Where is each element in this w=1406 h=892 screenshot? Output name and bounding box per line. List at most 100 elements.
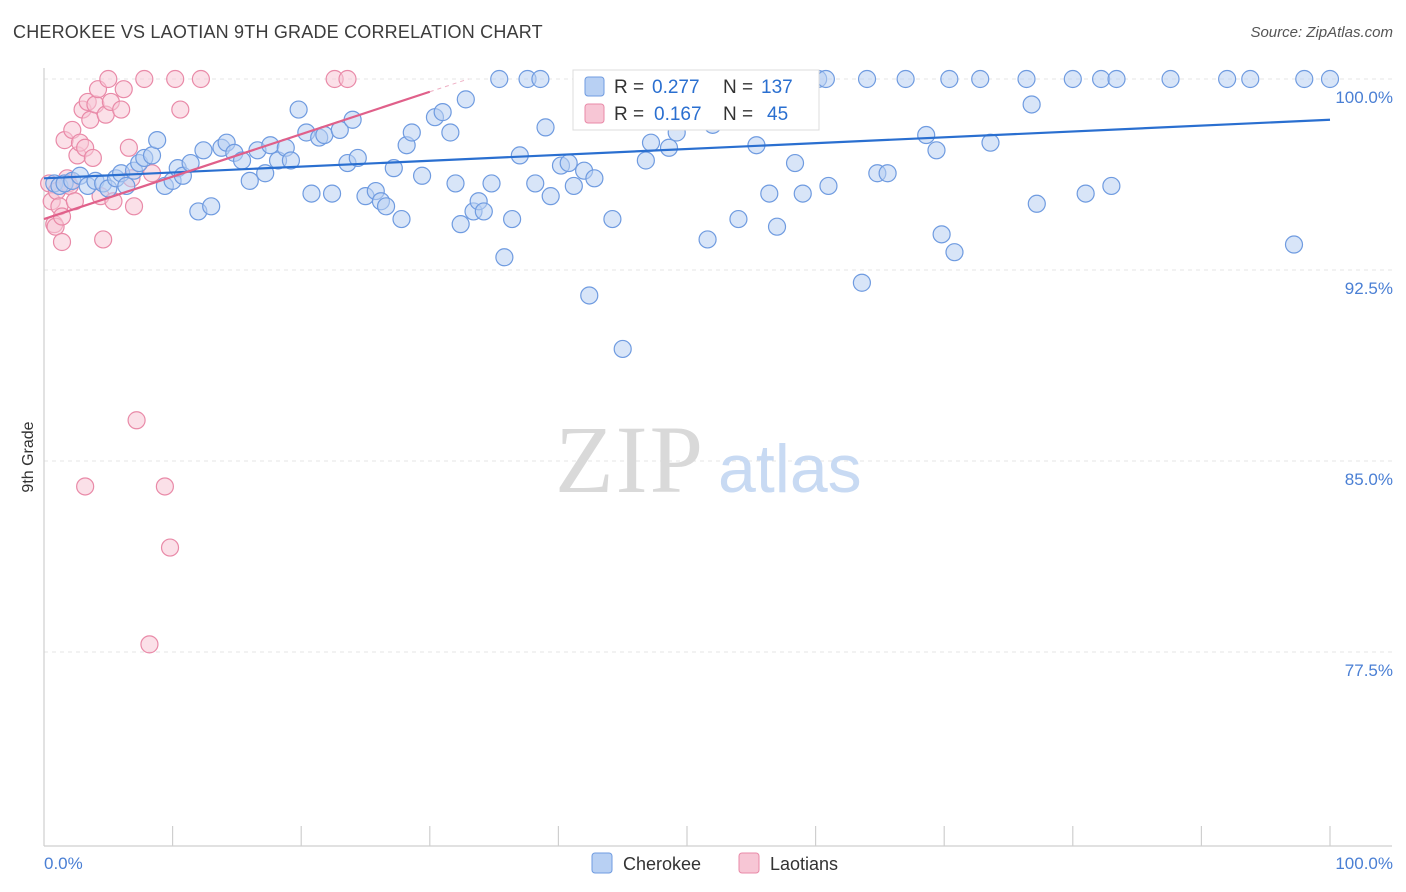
bottom-legend: Cherokee Laotians [591, 852, 838, 874]
laotian-point [114, 80, 133, 99]
laotian-trend-extension [429, 78, 469, 93]
legend-box: R = 0.277 N = 137 R = 0.167 N = 45 [572, 69, 820, 131]
cherokee-point [932, 225, 951, 244]
legend-n-value-laotian: 45 [767, 104, 788, 125]
cherokee-point [1027, 194, 1046, 213]
watermark-atlas: atlas [718, 431, 862, 507]
cherokee-point [456, 90, 475, 109]
cherokee-point [384, 159, 403, 178]
cherokee-point [1063, 69, 1082, 89]
tick-layer: 100.0% 92.5% 85.0% 77.5% 0.0% 100.0% [44, 88, 1393, 873]
cherokee-point [503, 209, 522, 229]
legend-r-value-cherokee: 0.277 [652, 77, 700, 98]
cherokee-point [1284, 235, 1304, 254]
cherokee-point [376, 197, 396, 216]
cherokee-point [1295, 69, 1314, 89]
cherokee-point [917, 125, 936, 145]
y-axis-label: 9th Grade [20, 421, 37, 492]
y-tick-label: 100.0% [1335, 88, 1393, 107]
legend-r-value-laotian: 0.167 [654, 104, 702, 125]
cherokee-point [767, 217, 787, 236]
bottom-legend-swatch-laotian [738, 852, 760, 874]
cherokee-point [659, 138, 679, 157]
cherokee-point [852, 273, 871, 292]
legend-r-label-laotian: R = [614, 104, 644, 125]
cherokee-point [482, 174, 501, 193]
cherokee-point [580, 286, 599, 305]
laotian-points [40, 69, 357, 654]
x-tick-label: 0.0% [44, 854, 83, 873]
cherokee-point [446, 174, 465, 193]
trend-layer [43, 78, 1331, 221]
cherokee-point [760, 184, 779, 203]
cherokee-point [451, 215, 470, 234]
legend-n-value-cherokee: 137 [761, 77, 793, 98]
cherokee-point [559, 153, 578, 173]
laotian-point [124, 197, 144, 216]
cherokee-point [536, 118, 555, 137]
cherokee-point [541, 187, 560, 206]
cherokee-point [981, 133, 1000, 152]
cherokee-point [698, 230, 717, 249]
cherokee-point [148, 131, 167, 150]
cherokee-point [1218, 69, 1237, 89]
cherokee-point [857, 69, 877, 89]
cherokee-point [945, 243, 964, 262]
cherokee-point [1241, 69, 1260, 89]
bottom-legend-swatch-cherokee [591, 852, 613, 874]
cherokee-point [402, 123, 421, 142]
laotian-point [166, 69, 185, 89]
cherokee-point [1076, 184, 1095, 203]
legend-r-label-cherokee: R = [614, 77, 644, 98]
laotian-point [140, 635, 159, 654]
bottom-legend-label-laotian: Laotians [770, 854, 838, 874]
cherokee-point [281, 151, 301, 170]
cherokee-point [1091, 69, 1111, 89]
cherokee-point [896, 69, 915, 89]
watermark: ZIP atlas [555, 406, 862, 513]
cherokee-point [412, 166, 432, 185]
laotian-point [99, 69, 118, 89]
cherokee-point [816, 69, 835, 89]
laotian-point [127, 411, 146, 430]
cherokee-point [971, 69, 990, 89]
cherokee-point [564, 176, 583, 196]
cherokee-point [1107, 69, 1126, 89]
cherokee-point [1161, 69, 1180, 89]
laotian-point [160, 538, 180, 557]
legend-swatch-cherokee [584, 76, 605, 97]
cherokee-point [641, 133, 661, 152]
laotian-point [76, 477, 95, 496]
cherokee-point [441, 123, 460, 142]
cherokee-point [490, 69, 509, 89]
laotian-point [155, 477, 174, 496]
cherokee-trend-line [43, 118, 1331, 180]
legend-n-label-cherokee: N = [723, 77, 753, 98]
x-tick-label: 100.0% [1335, 854, 1393, 873]
cherokee-point [142, 146, 162, 165]
cherokee-point [392, 209, 411, 229]
cherokee-point [289, 100, 308, 119]
laotian-point [119, 138, 138, 157]
cherokee-point [940, 69, 959, 89]
laotian-point [52, 232, 72, 252]
cherokee-point [729, 209, 748, 229]
laotian-point [171, 100, 190, 119]
cherokee-point [603, 209, 622, 229]
cherokee-point [348, 148, 367, 168]
y-tick-label: 85.0% [1345, 470, 1393, 489]
cherokee-point [495, 248, 514, 267]
cherokee-point [793, 184, 812, 203]
laotian-point [338, 69, 357, 89]
laotian-point [135, 69, 154, 89]
laotian-point [81, 110, 100, 129]
laotian-point [191, 69, 210, 89]
cherokee-point [1022, 95, 1041, 114]
legend-frame [572, 69, 820, 131]
cherokee-point [1017, 69, 1036, 89]
legend-swatch-laotian [584, 103, 605, 124]
cherokee-point [194, 141, 213, 160]
cherokee-point [474, 202, 493, 221]
cherokee-point [531, 69, 550, 89]
